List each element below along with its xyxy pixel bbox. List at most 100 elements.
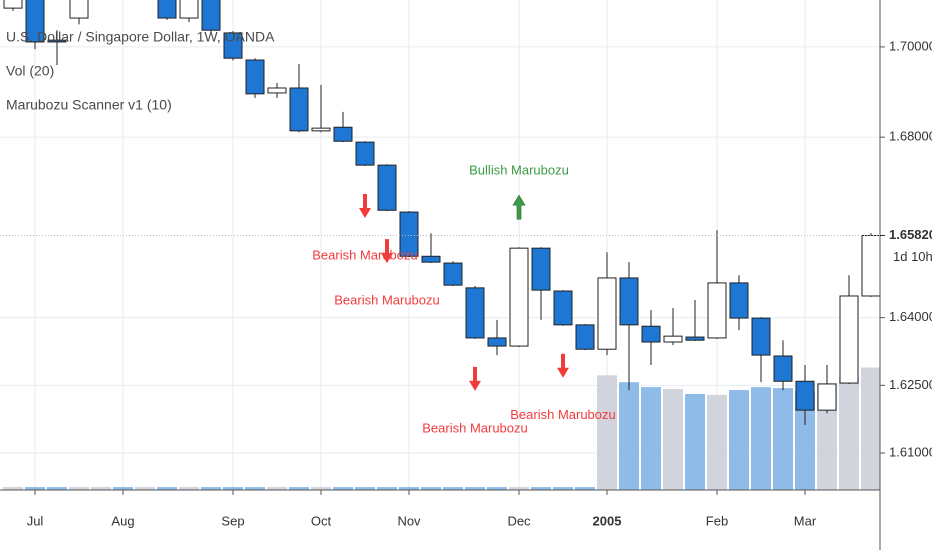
- volume-bar: [531, 487, 551, 490]
- volume-bar: [707, 394, 727, 490]
- volume-bar: [289, 487, 309, 490]
- candle-body: [289, 87, 309, 132]
- volume-bar: [91, 487, 111, 490]
- candle-body: [773, 355, 793, 382]
- x-tick-label: Sep: [221, 513, 244, 528]
- annotation-label: Bullish Marubozu: [469, 163, 569, 178]
- candle-body: [267, 87, 287, 94]
- volume-bar: [135, 487, 155, 490]
- bearish-arrow: [557, 353, 569, 378]
- candle-body: [839, 295, 859, 384]
- candle-body: [553, 290, 573, 326]
- candle-body: [619, 277, 639, 326]
- x-tick-label: Feb: [706, 513, 728, 528]
- annotation-label: Bearish Marubozu: [312, 247, 418, 262]
- volume-bar: [575, 487, 595, 490]
- x-tick-label: Dec: [507, 513, 531, 528]
- last-price-box: [881, 225, 932, 270]
- candle-body: [3, 0, 23, 9]
- candle-body: [179, 0, 199, 19]
- volume-bar: [509, 487, 529, 490]
- candle-body: [311, 127, 331, 132]
- candle-body: [575, 324, 595, 350]
- y-tick-label: 1.68000: [889, 129, 932, 144]
- volume-bar: [201, 487, 221, 490]
- candle-body: [795, 380, 815, 411]
- y-tick-label: 1.62500: [889, 377, 932, 392]
- volume-bar: [223, 487, 243, 490]
- annotation-label: Bearish Marubozu: [334, 293, 440, 308]
- y-tick-label: 1.64000: [889, 309, 932, 324]
- chart-title: U.S. Dollar / Singapore Dollar, 1W, OAND…: [6, 29, 275, 45]
- volume-bar: [751, 387, 771, 490]
- volume-bar: [245, 487, 265, 490]
- volume-bar: [487, 487, 507, 490]
- candle-body: [355, 141, 375, 166]
- volume-bar: [773, 388, 793, 490]
- candle-body: [641, 325, 661, 343]
- candle-body: [663, 335, 683, 343]
- x-tick-label: Nov: [397, 513, 421, 528]
- candle-body: [223, 32, 243, 59]
- volume-bar: [25, 487, 45, 490]
- volume-bar: [685, 393, 705, 490]
- bearish-arrow: [469, 366, 481, 391]
- candle-body: [707, 282, 727, 339]
- volume-bar: [355, 487, 375, 490]
- volume-layer: [3, 367, 880, 490]
- volume-bar: [113, 487, 133, 490]
- volume-bar: [421, 487, 441, 490]
- volume-bar: [3, 487, 23, 490]
- candle-body: [421, 255, 441, 263]
- candle-body: [531, 247, 551, 291]
- annotation-label: Bearish Marubozu: [422, 420, 528, 435]
- candle-body: [685, 336, 705, 341]
- volume-bar: [641, 387, 661, 490]
- x-tick-label: Mar: [794, 513, 817, 528]
- candle-body: [487, 337, 507, 347]
- candle-body: [157, 0, 177, 19]
- candle-body: [69, 0, 89, 19]
- candle-body: [817, 383, 837, 411]
- x-tick-label: 2005: [593, 513, 622, 528]
- volume-bar: [311, 487, 331, 490]
- volume-bar: [399, 487, 419, 490]
- volume-bar: [663, 389, 683, 490]
- volume-bar: [157, 487, 177, 490]
- candle-layer: [3, 0, 880, 426]
- candle-body: [47, 39, 67, 43]
- volume-bar: [839, 377, 859, 490]
- indicator-label: Vol (20): [6, 63, 54, 79]
- candle-body: [399, 211, 419, 257]
- volume-bar: [47, 487, 67, 490]
- volume-bar: [729, 390, 749, 490]
- candle-body: [597, 277, 617, 350]
- annotation-label: Bearish Marubozu: [510, 407, 616, 422]
- candle-body: [377, 164, 397, 211]
- candle-body: [25, 0, 45, 43]
- bearish-arrow: [359, 194, 371, 219]
- x-tick-label: Jul: [27, 513, 44, 528]
- volume-bar: [795, 391, 815, 490]
- volume-bar: [861, 367, 880, 490]
- candle-body: [245, 59, 265, 95]
- candle-body: [465, 287, 485, 339]
- y-tick-label: 1.70000: [889, 38, 932, 53]
- candle-body: [443, 262, 463, 286]
- volume-bar: [443, 487, 463, 490]
- volume-bar: [619, 382, 639, 490]
- volume-bar: [333, 487, 353, 490]
- candle-body: [201, 0, 221, 31]
- candle-body: [729, 282, 749, 319]
- volume-bar: [377, 487, 397, 490]
- candle-body: [751, 317, 771, 356]
- volume-bar: [597, 375, 617, 490]
- volume-bar: [267, 487, 287, 490]
- candle-body: [509, 247, 529, 347]
- indicator-label: Marubozu Scanner v1 (10): [6, 97, 172, 113]
- y-tick-label: 1.61000: [889, 444, 932, 459]
- last-price-label: 1.65820: [889, 227, 932, 242]
- bearish-arrow: [381, 239, 393, 264]
